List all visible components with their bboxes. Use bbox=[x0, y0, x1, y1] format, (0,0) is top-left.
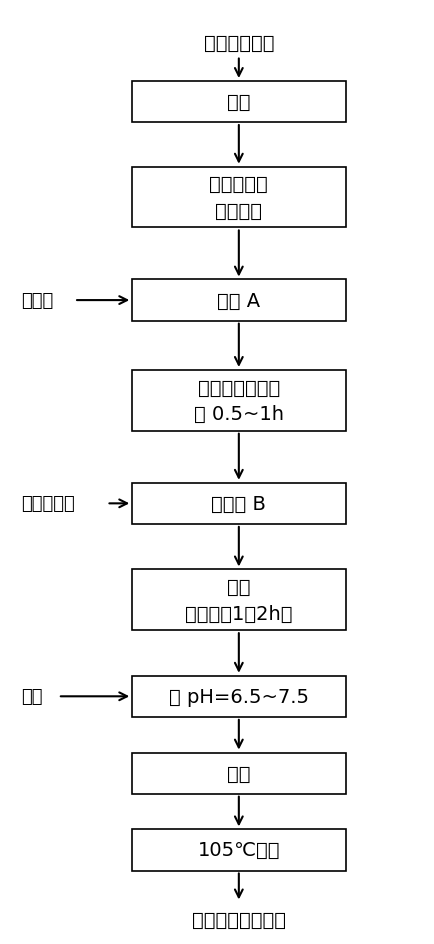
Text: 脱硫废渣、水: 脱硫废渣、水 bbox=[203, 34, 273, 53]
Text: 悬浊液 B: 悬浊液 B bbox=[211, 495, 266, 514]
FancyBboxPatch shape bbox=[132, 830, 345, 870]
Text: 搅拌、浸湿
（室温）: 搅拌、浸湿 （室温） bbox=[209, 176, 268, 221]
Text: 过滤: 过滤 bbox=[227, 764, 250, 783]
FancyBboxPatch shape bbox=[132, 82, 345, 123]
Text: 溶液 A: 溶液 A bbox=[217, 292, 260, 311]
Text: 搅拌，室温，反
应 0.5~1h: 搅拌，室温，反 应 0.5~1h bbox=[194, 379, 283, 424]
Text: 调 pH=6.5~7.5: 调 pH=6.5~7.5 bbox=[168, 687, 308, 706]
Text: 氨水: 氨水 bbox=[21, 687, 43, 705]
Text: 锌盐、氨水: 锌盐、氨水 bbox=[21, 495, 75, 513]
FancyBboxPatch shape bbox=[132, 280, 345, 321]
Text: 磷酸盐: 磷酸盐 bbox=[21, 292, 53, 310]
Text: 膨胀型阻燃协效剂: 膨胀型阻燃协效剂 bbox=[191, 910, 285, 929]
FancyBboxPatch shape bbox=[132, 167, 345, 228]
FancyBboxPatch shape bbox=[132, 570, 345, 631]
Text: 105℃干燥: 105℃干燥 bbox=[197, 840, 279, 859]
FancyBboxPatch shape bbox=[132, 676, 345, 717]
Text: 混合: 混合 bbox=[227, 93, 250, 112]
FancyBboxPatch shape bbox=[132, 483, 345, 525]
Text: 反应
（室温，1～2h）: 反应 （室温，1～2h） bbox=[184, 578, 292, 623]
FancyBboxPatch shape bbox=[132, 370, 345, 431]
FancyBboxPatch shape bbox=[132, 752, 345, 794]
